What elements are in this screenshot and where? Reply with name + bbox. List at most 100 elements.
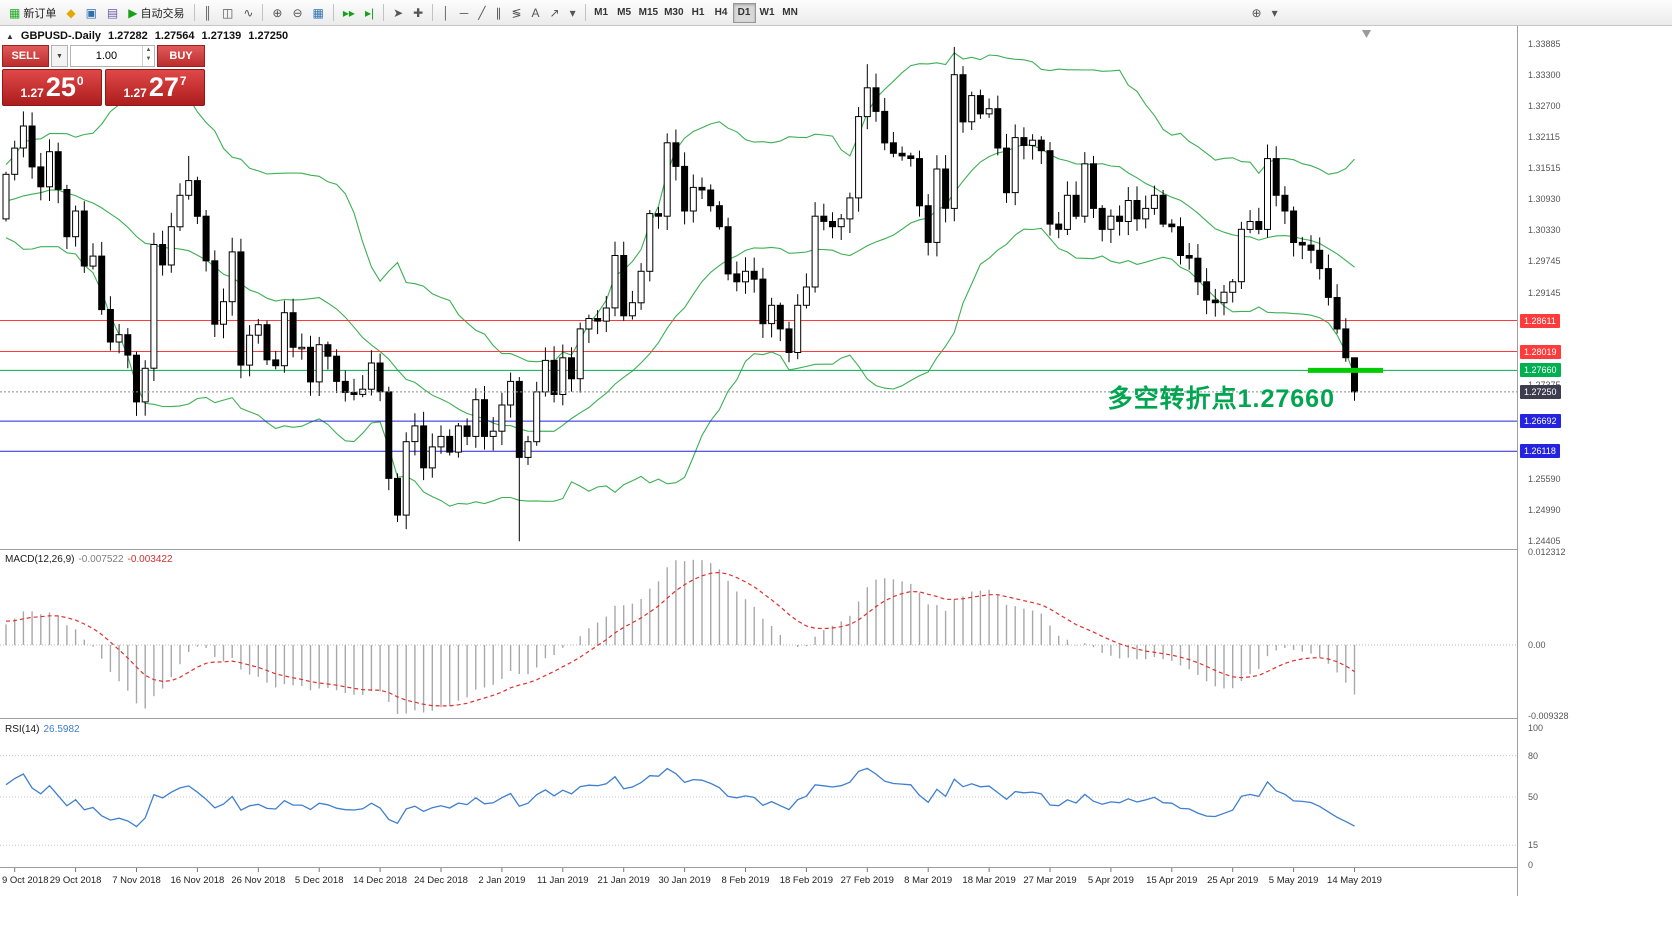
timeframe-m30-button[interactable]: M30 [661,3,686,23]
hline-price-label[interactable]: 1.26692 [1520,414,1561,429]
layout-icon: ◆ [66,5,76,20]
volume-input[interactable] [71,46,142,66]
toolbar-separator [383,4,385,21]
date-label: 5 Apr 2019 [1088,875,1134,886]
timeframe-d1-button[interactable]: D1 [732,2,756,23]
price-axis-label: 1.32115 [1528,131,1560,142]
price-axis-label: 1.29745 [1528,256,1561,267]
volume-step-down-icon[interactable]: ▼ [145,56,152,62]
symbol-name: GBPUSD-.Daily [20,30,101,42]
zoom-in-icon[interactable]: ⊕ [267,2,287,24]
search-icon: ⊕ [1251,5,1262,20]
date-label: 21 Jan 2019 [598,875,650,886]
buy-price-pips: 27 [148,72,179,102]
rsi-axis-label: 0 [1528,860,1534,870]
one-click-trading-panel: SELL ▼ ▲ ▼ BUY 1.27 25 0 1.27 27 7 [2,45,205,106]
sell-price-display[interactable]: 1.27 25 0 [2,69,102,106]
arrows-icon[interactable]: ↗ [545,2,565,24]
timeframe-m5-button[interactable]: M5 [613,3,636,23]
date-label: 26 Nov 2018 [231,875,285,886]
trendline-icon: ╱ [478,5,486,20]
quick-menu-icon[interactable]: ▾ [1267,2,1283,24]
navigator-icon[interactable]: ▤ [102,2,123,24]
vertical-line-icon: │ [442,5,450,20]
chart-canvas[interactable]: 9 Oct 2018 29 Oct 2018 7 Nov 2018 16 Nov 20… [0,26,1672,949]
autotrading-button-label: 自动交易 [140,7,185,20]
candlestick-chart-icon[interactable]: ◫ [217,2,238,24]
zoom-out-icon[interactable]: ⊖ [287,2,307,24]
hline-price-label[interactable]: 1.26118 [1520,444,1560,459]
date-label: 18 Mar 2019 [962,875,1015,886]
hline-price-label[interactable]: 1.28611 [1520,313,1560,328]
price-axis-label: 1.29145 [1528,287,1561,298]
sell-price-pips: 25 [45,72,76,102]
fibonacci-icon[interactable]: ≶ [506,2,526,24]
rsi-axis-label: 100 [1528,723,1544,733]
hline-price-label[interactable]: 1.28019 [1520,344,1561,359]
search-icon[interactable]: ⊕ [1247,2,1267,24]
candlestick-chart-icon: ◫ [222,5,234,20]
date-label: 8 Feb 2019 [721,875,769,886]
buy-price-display[interactable]: 1.27 27 7 [105,69,205,106]
autotrading-button[interactable]: ▶ 自动交易 [123,2,189,24]
rsi-caption: RSI(14) 26.5982 [5,724,80,735]
order-type-dropdown[interactable]: ▼ [51,45,68,67]
panel-expander-icon[interactable]: ▲ [6,31,14,41]
sell-button[interactable]: SELL [2,45,49,67]
volume-step-up-icon[interactable]: ▲ [145,47,152,53]
timeframe-mn-button[interactable]: MN [779,3,802,23]
sell-price-prefix: 1.27 [20,86,44,100]
timeframe-w1-button[interactable]: W1 [756,3,779,23]
date-label: 5 May 2019 [1269,875,1319,886]
shapes-dropdown-icon[interactable]: ▾ [565,2,581,24]
line-chart-icon[interactable]: ∿ [238,2,258,24]
macd-signal-line [5,571,1355,707]
macd-title: MACD(12,26,9) [5,554,75,565]
crosshair-icon[interactable]: ✚ [408,2,428,24]
trendline-icon[interactable]: ╱ [473,2,490,24]
vertical-line-icon[interactable]: │ [437,2,455,24]
chart-shift-marker[interactable] [1362,30,1371,38]
timeframe-h1-button[interactable]: H1 [687,3,710,23]
rsi-axis-label: 80 [1528,750,1539,761]
equidistant-channel-icon: ∥ [495,5,502,20]
fibonacci-icon: ≶ [511,5,522,20]
toolbar-separator [193,4,195,21]
navigator-icon: ▤ [106,5,119,20]
price-axis-label: 1.33300 [1528,69,1561,80]
horizontal-line-icon[interactable]: ─ [455,2,474,24]
equidistant-channel-icon[interactable]: ∥ [490,2,506,24]
zoom-in-icon: ⊕ [272,5,283,20]
ohlc-close: 1.27250 [248,30,289,42]
rsi-value: 26.5982 [43,724,80,735]
auto-scroll-icon: ▸▸ [342,5,355,20]
macd-axis-label: 0.00 [1528,640,1546,650]
cursor-icon[interactable]: ➤ [388,2,408,24]
new-order-button[interactable]: ▦ 新订单 [4,2,61,24]
date-label: 2 Jan 2019 [478,875,525,886]
auto-scroll-icon[interactable]: ▸▸ [338,2,360,24]
text-icon: A [531,5,540,20]
timeframe-m15-button[interactable]: M15 [636,3,661,23]
timeframe-m1-button[interactable]: M1 [590,3,613,23]
date-label: 30 Jan 2019 [658,875,710,886]
text-icon[interactable]: A [527,2,545,24]
chart-shift-icon[interactable]: ▸| [360,2,379,24]
buy-button[interactable]: BUY [157,45,205,67]
date-label: 16 Nov 2018 [170,875,224,886]
date-label: 15 Apr 2019 [1146,875,1197,886]
horizontal-line-icon: ─ [459,5,469,20]
hline-price-label[interactable]: 1.27660 [1520,363,1561,378]
price-axis-label: 1.32700 [1528,101,1561,112]
bar-chart-icon[interactable]: ║ [199,2,218,24]
toolbar-separator [432,4,434,21]
layout-icon[interactable]: ◆ [61,2,80,24]
tile-windows-icon[interactable]: ▦ [308,2,329,24]
volume-stepper[interactable]: ▲ ▼ [141,46,154,66]
market-watch-icon[interactable]: ▣ [81,2,102,24]
pivot-annotation-text[interactable]: 多空转折点1.27660 [1107,385,1335,413]
date-label: 11 Jan 2019 [537,875,589,886]
macd-axis-label: -0.009328 [1528,711,1569,721]
timeframe-h4-button[interactable]: H4 [710,3,733,23]
macd-axis-label: 0.012312 [1528,547,1566,557]
